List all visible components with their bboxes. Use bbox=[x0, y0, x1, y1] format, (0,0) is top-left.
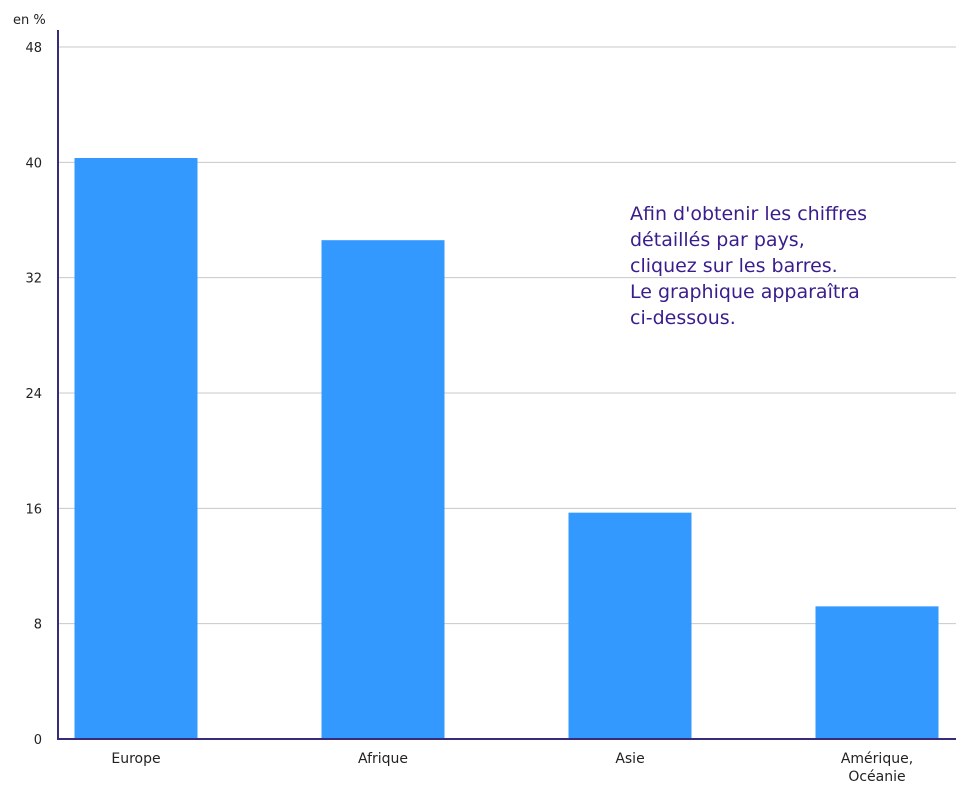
y-tick-label: 40 bbox=[25, 156, 42, 171]
bars[interactable] bbox=[74, 158, 939, 740]
instruction-line: cliquez sur les barres. bbox=[630, 255, 838, 277]
instruction-line: détaillés par pays, bbox=[630, 229, 805, 251]
x-category-label: Amérique, bbox=[841, 751, 913, 767]
gridlines bbox=[58, 46, 956, 625]
y-unit-label: en % bbox=[13, 13, 46, 28]
instruction-line: Le graphique apparaîtra bbox=[630, 281, 860, 303]
bar-asie[interactable] bbox=[568, 512, 692, 739]
y-tick-label: 24 bbox=[25, 387, 42, 402]
bar-europe[interactable] bbox=[74, 158, 198, 740]
bar-am-rique-oc-anie[interactable] bbox=[815, 606, 939, 739]
y-tick-label: 16 bbox=[25, 502, 42, 517]
x-category-label: Asie bbox=[615, 751, 644, 767]
instruction-line: ci-dessous. bbox=[630, 307, 736, 329]
y-tick-labels: 0 8 16 24 32 40 48 bbox=[25, 41, 42, 748]
instruction-text: Afin d'obtenir les chiffres détaillés pa… bbox=[630, 201, 867, 331]
y-tick-label: 48 bbox=[25, 41, 42, 56]
x-category-label: Afrique bbox=[358, 751, 408, 767]
y-tick-label: 8 bbox=[34, 618, 42, 633]
x-category-label: Océanie bbox=[848, 769, 905, 785]
x-category-labels: Europe Afrique Asie Amérique, Océanie bbox=[111, 751, 913, 785]
instruction-line: Afin d'obtenir les chiffres bbox=[630, 203, 868, 225]
x-category-label: Europe bbox=[111, 751, 160, 767]
y-tick-label: 32 bbox=[25, 272, 42, 287]
bar-afrique[interactable] bbox=[321, 240, 445, 739]
y-tick-label: 0 bbox=[34, 733, 42, 748]
